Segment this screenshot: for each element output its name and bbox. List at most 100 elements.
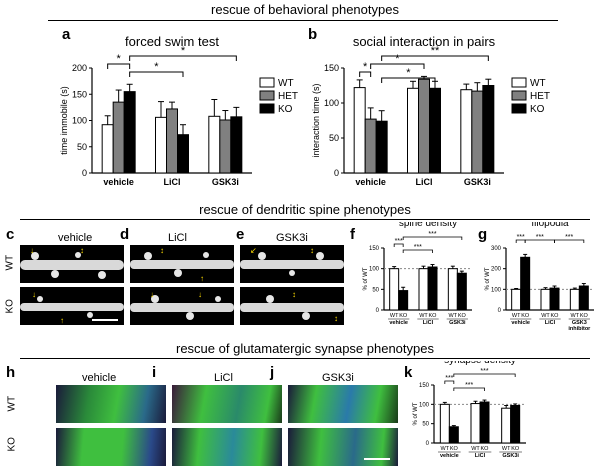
x-sub-label: KO [450,446,459,452]
synapse-image-gsk3i-wt [288,385,398,423]
svg-text:↕: ↕ [334,314,338,323]
bar [364,118,377,174]
x-tick-label: vehicle [103,177,134,187]
x-sub-label: WT [512,313,521,319]
y-tick-label: 150 [419,383,430,389]
x-tick-label: GSK3 [572,320,587,326]
panel-letter-b: b [308,26,318,43]
significance-label: *** [565,234,573,241]
bar [511,288,522,311]
x-tick-label: vehicle [355,177,386,187]
significance-label: *** [465,382,473,389]
bar [482,85,495,174]
significance-label: * [406,67,411,79]
y-tick-label: 0 [498,308,502,314]
x-tick-label: GSK3i [502,453,519,459]
x-tick-label: GSK3i [449,320,466,326]
significance-bracket [381,55,489,61]
significance-bracket [393,243,404,247]
significance-label: *** [395,238,403,245]
panel-letter-k: k [404,364,413,381]
y-tick-label: 150 [324,63,339,73]
significance-label: ** [431,45,440,57]
legend-swatch [511,90,527,101]
bar [549,287,560,311]
spine-image-gsk3i-wt: ↙ ↕ [240,245,344,283]
spine-image-vehicle-wt: ↓ ↕ [20,245,124,283]
row-label-wt-spine: WT [4,254,16,271]
y-axis-label: time immobile (s) [59,86,69,155]
section-rule-behavior [48,20,558,21]
svg-text:↕: ↕ [310,246,314,255]
bar [501,407,512,444]
y-tick-label: 100 [369,267,380,273]
bar [510,404,521,444]
x-tick-label: GSK3i [212,177,239,187]
bar [418,78,430,174]
section-title-spine: rescue of dendritic spine phenotypes [199,202,411,217]
y-tick-label: 50 [329,133,339,143]
x-tick-label: vehicle [389,320,408,326]
y-tick-label: 0 [376,308,380,314]
x-tick-label: GSK3i [464,177,491,187]
y-axis-label: % of WT [363,267,369,290]
panel-letter-f: f [350,226,355,243]
section-rule-synapse [20,358,590,359]
chart-title: spine density [399,222,457,229]
svg-text:↓: ↓ [150,290,154,299]
significance-bracket [444,380,455,384]
forced-swim-chart: 0 50 100 150 200 time immobile (s) forced swim… [59,34,298,187]
bar [208,115,221,174]
x-tick-label: LiCl [545,320,556,326]
significance-bracket [129,71,184,77]
svg-text:↓: ↓ [30,246,34,255]
significance-bracket [453,373,516,377]
bar [101,124,114,174]
chart-title: forced swim test [125,34,219,49]
significance-label: * [363,61,368,73]
significance-bracket [129,55,237,61]
x-sub-label: KO [399,313,408,319]
micro-label-vehicle-h: vehicle [82,372,117,384]
row-label-ko-synapse: KO [6,437,18,452]
bar [540,288,551,311]
panel-letter-e: e [236,226,245,243]
y-tick-label: 50 [77,142,87,152]
svg-text:↕: ↕ [160,246,164,255]
x-tick-label: LiCl [164,177,181,187]
micro-label-licl-d: LiCl [168,232,187,244]
bar [479,401,490,444]
svg-text:↙: ↙ [250,246,257,255]
chart-title: social interaction in pairs [353,34,496,49]
bar [112,101,125,174]
x-sub-label: KO [429,313,438,319]
significance-bracket [402,236,463,240]
bar [407,87,419,174]
bar [375,120,388,174]
significance-label: * [395,53,400,65]
svg-text:↑: ↑ [200,274,204,283]
y-axis-label: interaction time (s) [311,83,321,157]
bar [219,119,232,174]
significance-label: *** [414,244,422,251]
x-tick-label: LiCl [416,177,433,187]
significance-bracket [402,249,433,253]
x-tick-label: LiCl [475,453,486,459]
spine-image-vehicle-ko: ↓ ↑ [20,287,124,325]
significance-bracket [370,63,425,69]
significance-label: * [117,53,122,65]
x-tick-label: vehicle [511,320,530,326]
panel-letter-c: c [6,226,15,243]
section-title-behavior: rescue of behavioral phenotypes [211,2,399,17]
x-sub-label: KO [551,313,560,319]
spine-image-licl-ko: ↓ ↓ [130,287,234,325]
bar [398,290,409,311]
bar [429,87,441,174]
micro-label-gsk3i-e: GSK3i [276,232,308,244]
x-tick-label: inhibitor [568,326,591,332]
bar [177,134,189,174]
row-label-wt-synapse: WT [6,395,18,412]
panel-letter-a: a [62,26,71,43]
